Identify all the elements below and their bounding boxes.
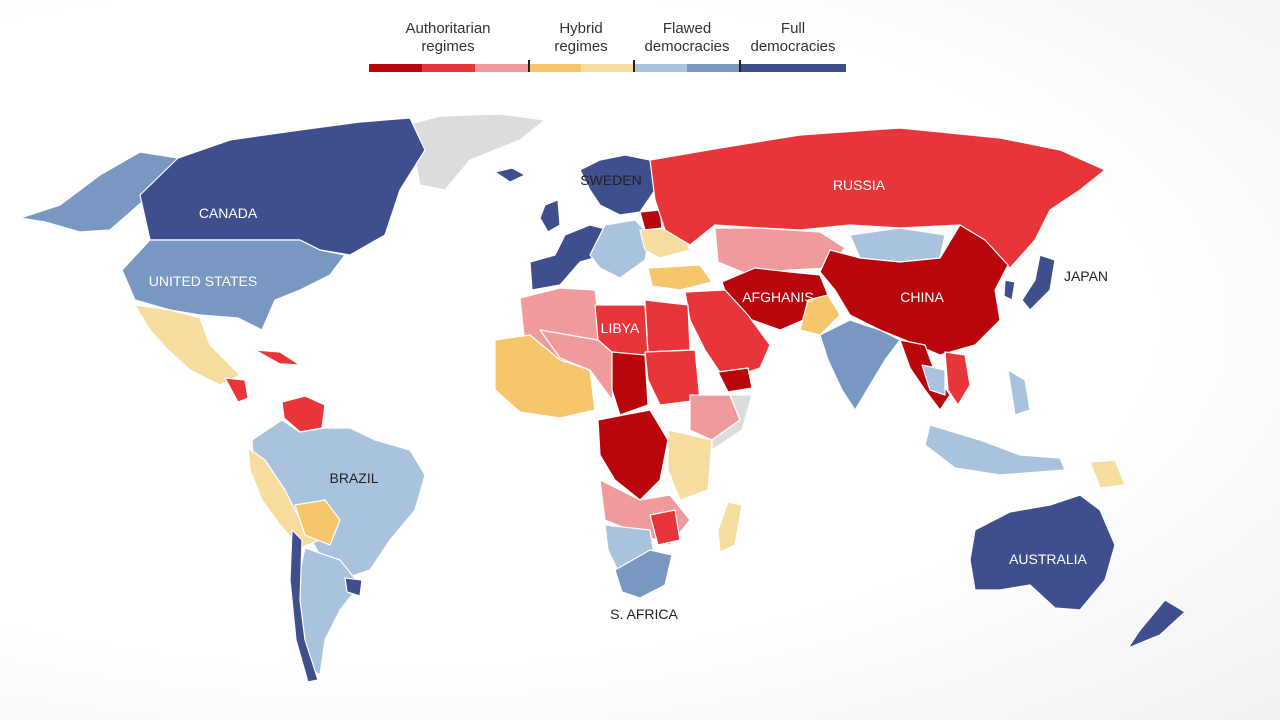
map-label-canada: CANADA xyxy=(199,205,258,221)
legend-label-authoritarian: Authoritarian regimes xyxy=(405,20,491,55)
country-mexico xyxy=(134,304,241,386)
legend-label-hybrid: Hybrid regimes xyxy=(554,20,608,55)
country-pakistan xyxy=(799,294,841,336)
legend-divider-3 xyxy=(739,60,741,72)
country-canada xyxy=(139,117,426,256)
legend-swatch-hybrid-2 xyxy=(581,64,634,72)
legend-swatch-authoritarian-3 xyxy=(475,64,528,72)
country-cuba xyxy=(254,349,301,366)
country-thailand xyxy=(921,364,946,396)
country-dr-congo xyxy=(597,409,669,501)
legend-swatch-authoritarian-2 xyxy=(422,64,475,72)
country-new-zealand xyxy=(1127,599,1186,649)
country-sudan xyxy=(644,349,701,406)
legend-swatch-hybrid-1 xyxy=(528,64,581,72)
country-madagascar xyxy=(717,501,743,553)
country-zimbabwe xyxy=(649,509,681,546)
country-bolivia xyxy=(294,499,341,546)
country-uruguay xyxy=(344,577,363,597)
country-mongolia xyxy=(849,227,946,263)
country-central-america xyxy=(224,377,249,403)
legend: Authoritarian regimes Hybrid regimes Fla… xyxy=(0,0,1280,80)
country-south-korea xyxy=(1003,279,1016,301)
legend-divider-1 xyxy=(528,60,530,72)
country-united-kingdom xyxy=(539,199,561,233)
country-turkey xyxy=(647,264,713,291)
country-indonesia xyxy=(924,424,1066,476)
country-horn xyxy=(711,394,753,451)
country-papua xyxy=(1089,459,1126,489)
legend-label-flawed: Flawed democracies xyxy=(644,20,730,55)
country-australia xyxy=(969,494,1116,611)
legend-swatch-flawed-1 xyxy=(634,64,687,72)
country-chile xyxy=(289,529,319,683)
legend-swatch-flawed-2 xyxy=(687,64,740,72)
legend-label-full: Full democracies xyxy=(750,20,836,55)
map-label-afghanistan: AFGHANIS xyxy=(742,289,814,305)
legend-swatch-full xyxy=(740,64,846,72)
legend-divider-2 xyxy=(633,60,635,72)
country-sahel xyxy=(539,329,616,401)
map-label-russia: RUSSIA xyxy=(833,177,886,193)
map-label-sweden: SWEDEN xyxy=(580,172,641,188)
country-yemen xyxy=(717,367,753,393)
country-greenland xyxy=(394,113,546,191)
map-label-japan: JAPAN xyxy=(1064,268,1108,284)
country-west-africa xyxy=(494,334,596,419)
country-chad xyxy=(611,351,649,416)
country-vietnam xyxy=(944,351,971,406)
country-iceland xyxy=(494,167,526,183)
legend-swatch-authoritarian-1 xyxy=(369,64,422,72)
country-philippines xyxy=(1007,369,1031,416)
map-label-australia: AUSTRALIA xyxy=(1009,551,1087,567)
country-india xyxy=(819,319,901,411)
map-label-china: CHINA xyxy=(900,289,944,305)
country-china xyxy=(819,224,1009,356)
country-belarus xyxy=(639,209,663,231)
country-south-africa xyxy=(614,549,673,599)
map-label-libya: LIBYA xyxy=(601,320,640,336)
country-eastern-europe xyxy=(589,219,651,279)
map-label-united-states: UNITED STATES xyxy=(149,273,257,289)
map-label-south-africa: S. AFRICA xyxy=(610,606,678,622)
country-saudi-arabia xyxy=(684,289,771,381)
country-united-states xyxy=(121,239,346,331)
map-label-brazil: BRAZIL xyxy=(329,470,378,486)
country-east-africa xyxy=(667,429,713,501)
country-japan xyxy=(1021,254,1056,311)
country-egypt xyxy=(644,299,691,353)
country-scandinavia xyxy=(579,154,656,216)
